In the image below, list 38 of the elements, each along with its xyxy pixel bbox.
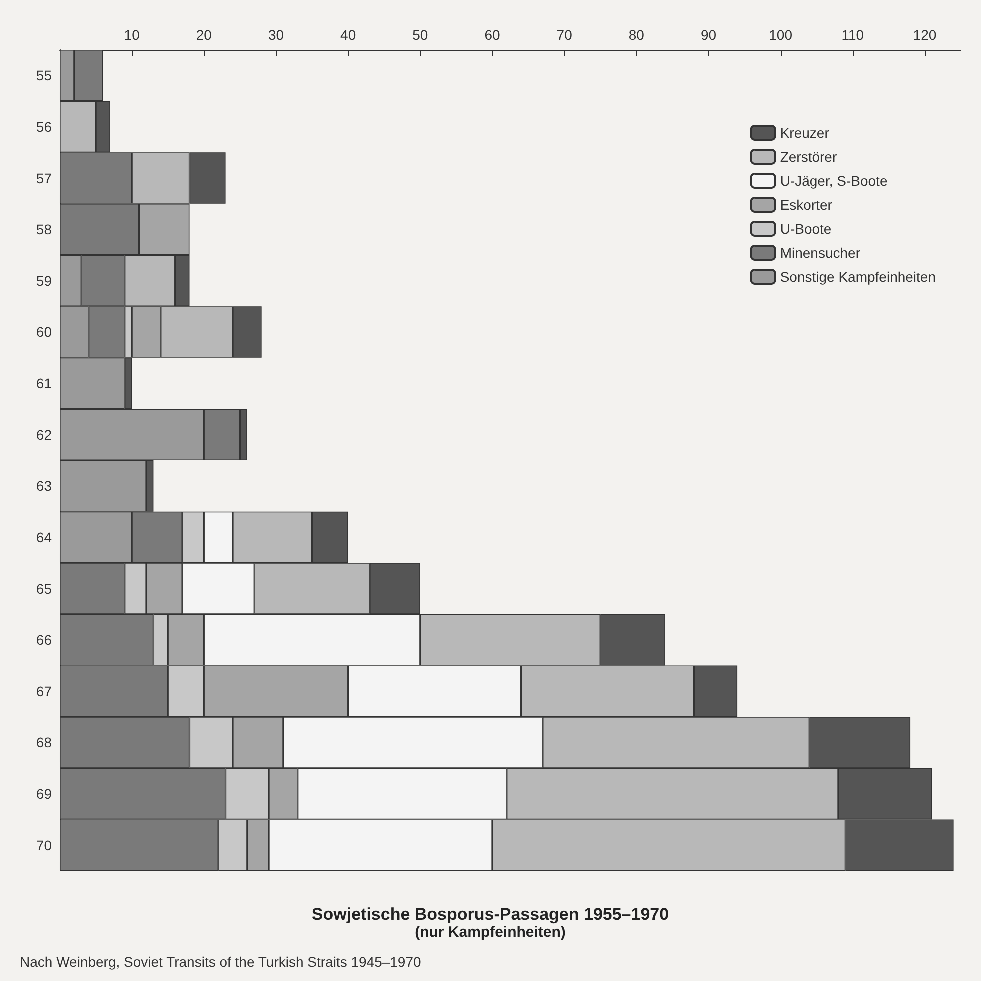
y-tick-label: 67 — [36, 683, 52, 700]
x-tick-label: 60 — [484, 27, 500, 43]
x-tick-label: 10 — [124, 27, 140, 43]
y-tick-label: 60 — [36, 324, 52, 340]
y-tick-label: 68 — [36, 734, 52, 751]
legend-label: Zerstörer — [780, 149, 838, 165]
y-tick-label: 56 — [36, 118, 52, 135]
x-tick-label: 20 — [196, 27, 212, 43]
y-tick-label: 64 — [36, 529, 52, 546]
y-tick-label: 61 — [36, 376, 52, 392]
y-tick-label: 58 — [36, 222, 52, 238]
y-tick-label: 65 — [36, 580, 52, 597]
y-tick-label: 63 — [36, 478, 52, 494]
text: (nur Kampfeinheiten) — [415, 924, 566, 941]
text: Nach Weinberg, Soviet Transits of the Turkish Straits 1945–1970 — [20, 954, 422, 970]
x-tick-label: 40 — [340, 27, 356, 43]
text: Sowjetische Bosporus-Passagen 1955–1970 — [312, 905, 670, 924]
y-tick-label: 57 — [36, 170, 52, 186]
y-tick-label: 69 — [36, 786, 52, 802]
y-tick-label: 55 — [36, 68, 52, 84]
y-tick-label: 70 — [36, 837, 52, 854]
x-tick-label: 30 — [268, 27, 284, 43]
legend-label: Kreuzer — [780, 125, 830, 141]
x-tick-label: 50 — [412, 27, 428, 43]
legend-label: Minensucher — [780, 245, 861, 261]
y-tick-label: 59 — [36, 272, 52, 289]
x-tick-label: 110 — [842, 27, 864, 43]
legend-label: U-Jäger, S-Boote — [780, 173, 888, 189]
x-tick-label: 90 — [700, 27, 717, 43]
y-tick-label: 66 — [36, 632, 52, 648]
x-tick-label: 100 — [769, 27, 793, 43]
x-tick-label: 120 — [913, 27, 937, 43]
legend-label: Sonstige Kampfeinheiten — [780, 269, 936, 285]
legend-label: Eskorter — [780, 197, 833, 213]
legend-label: U-Boote — [780, 221, 832, 237]
x-tick-label: 70 — [556, 27, 573, 43]
y-tick-label: 62 — [36, 426, 52, 443]
x-tick-label: 80 — [628, 27, 645, 43]
